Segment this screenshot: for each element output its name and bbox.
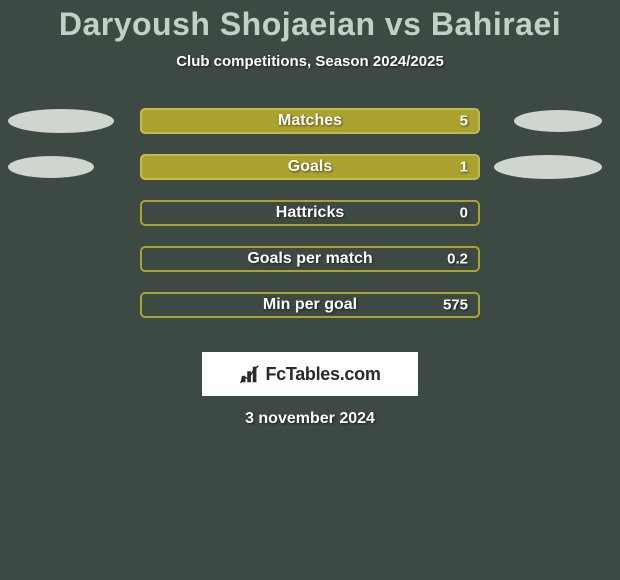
stat-row: Goals 1 xyxy=(0,154,620,180)
stat-bar: Matches 5 xyxy=(140,108,480,134)
stat-row: Matches 5 xyxy=(0,108,620,134)
stat-value: 1 xyxy=(460,159,468,176)
stat-label: Matches xyxy=(278,112,342,130)
bars-chart-icon xyxy=(239,363,261,385)
infographic: Daryoush Shojaeian vs Bahiraei Club comp… xyxy=(0,0,620,580)
stats-rows: Matches 5 Goals 1 Hattricks 0 Goals per match 0… xyxy=(0,108,620,338)
stat-bar: Goals 1 xyxy=(140,154,480,180)
left-ellipse xyxy=(8,109,114,133)
stat-value: 0 xyxy=(460,205,468,222)
stat-row: Goals per match 0.2 xyxy=(0,246,620,272)
brand-text: FcTables.com xyxy=(265,364,380,385)
stat-bar: Hattricks 0 xyxy=(140,200,480,226)
stat-label: Min per goal xyxy=(263,296,357,314)
stat-label: Goals xyxy=(288,158,332,176)
date: 3 november 2024 xyxy=(245,410,375,428)
stat-value: 0.2 xyxy=(447,251,468,268)
page-title: Daryoush Shojaeian vs Bahiraei xyxy=(59,6,561,43)
stat-bar: Goals per match 0.2 xyxy=(140,246,480,272)
right-ellipse xyxy=(514,110,602,132)
stat-value: 5 xyxy=(460,113,468,130)
stat-value: 575 xyxy=(443,297,468,314)
left-ellipse xyxy=(8,156,94,178)
stat-row: Min per goal 575 xyxy=(0,292,620,318)
stat-row: Hattricks 0 xyxy=(0,200,620,226)
stat-label: Goals per match xyxy=(247,250,372,268)
subtitle: Club competitions, Season 2024/2025 xyxy=(176,53,444,70)
brand-box: FcTables.com xyxy=(202,352,418,396)
stat-bar: Min per goal 575 xyxy=(140,292,480,318)
stat-label: Hattricks xyxy=(276,204,344,222)
right-ellipse xyxy=(494,155,602,179)
